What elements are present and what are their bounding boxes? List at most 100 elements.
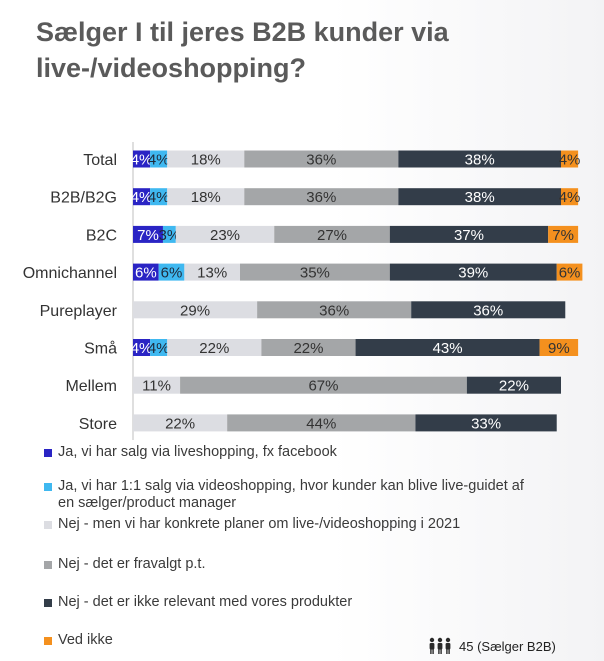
bar-segment bbox=[389, 225, 549, 243]
data-label: 11% bbox=[142, 378, 171, 395]
data-label: 38% bbox=[465, 152, 495, 169]
bar-segment bbox=[167, 188, 245, 206]
category-label: Pureplayer bbox=[40, 303, 118, 320]
data-label: 23% bbox=[210, 227, 240, 244]
legend-label: Ja, vi har 1:1 salg via videoshopping, h… bbox=[58, 478, 524, 511]
legend-item: Ja, vi har 1:1 salg via videoshopping, h… bbox=[44, 478, 544, 512]
legend-label: Ved ikke bbox=[58, 632, 113, 648]
bar-segment bbox=[539, 339, 579, 356]
legend-swatch bbox=[44, 561, 52, 569]
data-label: 4% bbox=[559, 189, 581, 206]
bar-segment bbox=[150, 339, 168, 356]
bar-segment bbox=[133, 263, 159, 281]
category-label: B2B/B2G bbox=[50, 190, 117, 207]
bar-segment bbox=[133, 301, 258, 319]
data-label: 4% bbox=[559, 152, 581, 169]
bar-segment bbox=[133, 150, 151, 168]
bar-segment bbox=[561, 150, 579, 168]
bar-segment bbox=[398, 188, 561, 206]
legend-swatch bbox=[44, 521, 52, 529]
bar-segment bbox=[175, 225, 275, 243]
data-label: 36% bbox=[473, 302, 503, 319]
category-label: Total bbox=[83, 152, 117, 169]
legend-label: Nej - men vi har konkrete planer om live… bbox=[58, 516, 461, 532]
bar-segment bbox=[133, 376, 181, 394]
people-icon bbox=[427, 637, 453, 655]
data-label: 27% bbox=[317, 227, 347, 244]
legend-label: Nej - det er fravalgt p.t. bbox=[58, 556, 206, 572]
bar-segment bbox=[227, 414, 416, 432]
data-label: 36% bbox=[306, 189, 336, 206]
legend-item: Nej - men vi har konkrete planer om live… bbox=[44, 516, 544, 533]
data-label: 36% bbox=[306, 152, 336, 169]
category-label: Små bbox=[84, 340, 117, 358]
legend-item: Ja, vi har salg via liveshopping, fx fac… bbox=[44, 444, 544, 461]
data-label: 4% bbox=[148, 189, 170, 206]
data-label: 4% bbox=[148, 152, 170, 169]
bar-segment bbox=[548, 225, 579, 243]
bar-segment bbox=[133, 225, 163, 243]
data-label: 9% bbox=[548, 340, 570, 357]
data-label: 18% bbox=[191, 189, 221, 206]
data-label: 13% bbox=[197, 265, 227, 282]
bar-segment bbox=[158, 263, 185, 281]
data-label: 67% bbox=[308, 378, 338, 395]
data-label: 6% bbox=[161, 265, 183, 282]
data-label: 7% bbox=[552, 227, 574, 244]
category-label: Omnichannel bbox=[23, 265, 117, 282]
legend-label: Ja, vi har salg via liveshopping, fx fac… bbox=[58, 444, 337, 460]
bar-segment bbox=[561, 188, 579, 206]
data-label: 4% bbox=[148, 340, 170, 357]
bar-segment bbox=[133, 339, 151, 356]
bar-segment bbox=[411, 301, 566, 319]
bar-segment bbox=[556, 263, 583, 281]
data-label: 6% bbox=[135, 265, 157, 282]
category-label: Store bbox=[79, 416, 117, 433]
legend-item: Ved ikke bbox=[44, 632, 544, 649]
legend-item: Nej - det er ikke relevant med vores pro… bbox=[44, 594, 544, 611]
data-label: 22% bbox=[293, 340, 323, 357]
data-label: 38% bbox=[465, 189, 495, 206]
bar-segment bbox=[466, 376, 561, 394]
category-label: Mellem bbox=[65, 378, 117, 395]
bar-segment bbox=[261, 339, 356, 356]
bar-segment bbox=[389, 263, 557, 281]
legend-swatch bbox=[44, 637, 52, 645]
data-label: 35% bbox=[300, 265, 330, 282]
bar-segment bbox=[244, 188, 399, 206]
legend-label: Nej - det er ikke relevant med vores pro… bbox=[58, 594, 353, 610]
data-label: 36% bbox=[319, 302, 349, 319]
bar-segment bbox=[355, 339, 540, 356]
data-label: 6% bbox=[559, 265, 581, 282]
data-label: 4% bbox=[131, 340, 153, 357]
data-label: 22% bbox=[499, 378, 529, 395]
bar-segment bbox=[274, 225, 390, 243]
data-label: 4% bbox=[131, 189, 153, 206]
bar-segment bbox=[415, 414, 557, 432]
sample-size-note: 45 (Sælger B2B) bbox=[427, 637, 556, 655]
sample-size-text: 45 (Sælger B2B) bbox=[459, 638, 556, 654]
data-label: 43% bbox=[433, 340, 463, 357]
data-label: 7% bbox=[137, 227, 159, 244]
bar-segment bbox=[162, 225, 176, 243]
bar-segment bbox=[257, 301, 412, 319]
data-label: 4% bbox=[131, 152, 153, 169]
data-label: 18% bbox=[191, 152, 221, 169]
category-label: B2C bbox=[86, 227, 117, 244]
bar-segment bbox=[167, 339, 262, 356]
legend-swatch bbox=[44, 483, 52, 491]
data-label: 33% bbox=[471, 415, 501, 432]
bar-segment bbox=[133, 188, 151, 206]
stacked-bar-chart: Total 4%4% 18% 36% 38% 4%B2B/B2G 4%4% 18% 36% 38%… bbox=[23, 142, 583, 440]
data-label: 44% bbox=[306, 415, 336, 432]
legend-item: Nej - det er fravalgt p.t. bbox=[44, 556, 544, 573]
bar-segment bbox=[240, 263, 390, 281]
bar-segment bbox=[244, 150, 399, 168]
bar-segment bbox=[180, 376, 467, 394]
legend-swatch bbox=[44, 599, 52, 607]
bar-segment bbox=[150, 188, 168, 206]
bar-segment bbox=[133, 414, 228, 432]
bar-segment bbox=[184, 263, 240, 281]
bar-segment bbox=[150, 150, 168, 168]
chart-title: Sælger I til jeres B2B kunder via live-/… bbox=[36, 17, 449, 83]
